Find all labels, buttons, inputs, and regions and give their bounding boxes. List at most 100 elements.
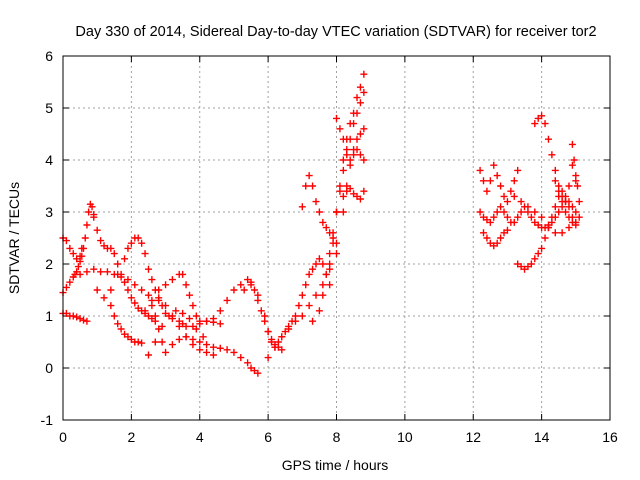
series-s24 — [510, 192, 580, 237]
x-tick-label: 8 — [333, 429, 341, 445]
data-point — [503, 226, 511, 234]
data-point — [353, 94, 361, 102]
y-axis-label: SDTVAR / TECUs — [6, 182, 22, 294]
data-point — [315, 208, 323, 216]
series-s21 — [480, 226, 511, 250]
data-point — [114, 260, 122, 268]
data-point — [343, 146, 351, 154]
data-point — [110, 312, 118, 320]
data-point — [570, 156, 578, 164]
data-point — [62, 237, 70, 245]
y-tick-label: 5 — [45, 100, 53, 116]
data-point — [538, 213, 546, 221]
data-point — [574, 182, 582, 190]
data-point — [500, 208, 508, 216]
data-point — [114, 270, 122, 278]
data-point — [339, 192, 347, 200]
data-point — [158, 322, 166, 330]
data-point — [93, 286, 101, 294]
data-point — [302, 281, 310, 289]
data-point — [254, 369, 262, 377]
series-s7 — [107, 234, 190, 330]
data-point — [162, 281, 170, 289]
data-point — [74, 263, 82, 271]
data-point — [534, 250, 542, 258]
data-point — [141, 307, 149, 315]
data-point — [503, 213, 511, 221]
data-point — [572, 208, 580, 216]
data-point — [209, 315, 217, 323]
data-point — [346, 185, 354, 193]
data-point — [302, 182, 310, 190]
data-point — [182, 322, 190, 330]
series-s25 — [551, 161, 583, 206]
data-point — [237, 354, 245, 362]
data-point — [514, 213, 522, 221]
data-point — [514, 166, 522, 174]
y-tick-label: 1 — [45, 308, 53, 324]
series-s4 — [76, 265, 262, 377]
data-point — [179, 270, 187, 278]
y-tick-label: -1 — [41, 412, 54, 428]
data-point — [203, 317, 211, 325]
data-point — [538, 244, 546, 252]
data-point — [182, 281, 190, 289]
data-point — [110, 250, 118, 258]
data-point — [558, 229, 566, 237]
data-point — [575, 198, 583, 206]
data-point — [326, 250, 334, 258]
data-point — [196, 320, 204, 328]
data-point — [209, 343, 217, 351]
data-point — [148, 296, 156, 304]
data-point — [295, 302, 303, 310]
data-point — [158, 338, 166, 346]
data-point — [538, 112, 546, 120]
data-point — [497, 203, 505, 211]
data-point — [541, 234, 549, 242]
series-s15 — [309, 88, 368, 325]
data-point — [144, 351, 152, 359]
data-point — [510, 177, 518, 185]
data-point — [544, 224, 552, 232]
data-point — [360, 187, 368, 195]
data-point — [100, 294, 108, 302]
data-point — [476, 208, 484, 216]
data-point — [568, 161, 576, 169]
data-point — [80, 316, 88, 324]
data-point — [329, 234, 337, 242]
data-point — [298, 203, 306, 211]
y-tick-label: 3 — [45, 204, 53, 220]
data-point — [517, 208, 525, 216]
data-point — [138, 339, 146, 347]
data-point — [114, 320, 122, 328]
data-point — [572, 218, 580, 226]
data-point — [497, 182, 505, 190]
data-point — [312, 291, 320, 299]
data-point — [510, 192, 518, 200]
data-point — [127, 239, 135, 247]
data-point — [548, 151, 556, 159]
data-point — [309, 265, 317, 273]
data-point — [490, 213, 498, 221]
data-point — [356, 130, 364, 138]
data-point — [196, 338, 204, 346]
data-point — [155, 286, 163, 294]
data-point — [305, 302, 313, 310]
x-tick-label: 10 — [397, 429, 413, 445]
data-point — [544, 135, 552, 143]
data-point — [326, 281, 334, 289]
data-point — [62, 283, 70, 291]
data-point — [144, 291, 152, 299]
x-tick-label: 0 — [59, 429, 67, 445]
data-point — [480, 177, 488, 185]
x-tick-label: 4 — [196, 429, 204, 445]
data-point — [309, 317, 317, 325]
data-point — [493, 172, 501, 180]
data-point — [350, 109, 358, 117]
data-point — [162, 302, 170, 310]
data-point — [486, 218, 494, 226]
data-point — [69, 312, 77, 320]
data-point — [319, 218, 327, 226]
data-point — [179, 309, 187, 317]
